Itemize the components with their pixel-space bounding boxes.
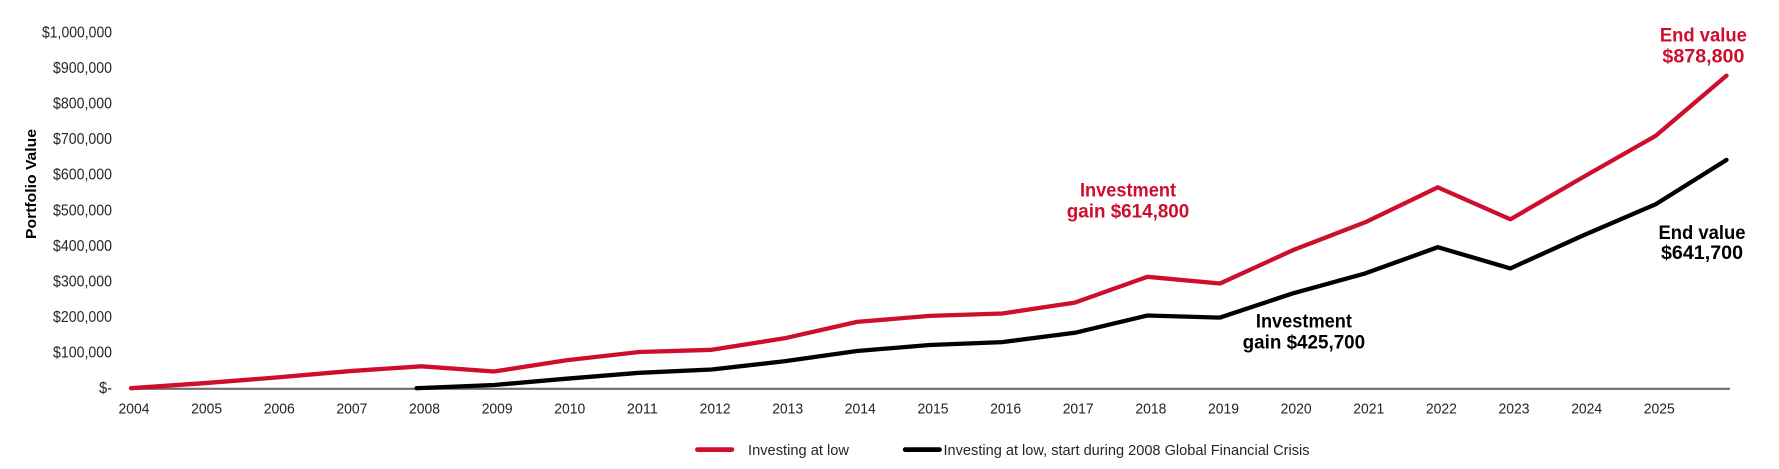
svg-text:$700,000: $700,000 (53, 131, 112, 148)
svg-text:$800,000: $800,000 (53, 96, 112, 113)
svg-text:2005: 2005 (191, 401, 222, 418)
svg-text:$200,000: $200,000 (53, 309, 112, 326)
svg-text:2021: 2021 (1353, 401, 1384, 418)
svg-text:$900,000: $900,000 (53, 60, 112, 77)
svg-text:2009: 2009 (482, 401, 513, 418)
svg-text:2010: 2010 (554, 401, 585, 418)
svg-text:2022: 2022 (1426, 401, 1457, 418)
svg-text:2013: 2013 (772, 401, 803, 418)
svg-text:Investing at low, start during: Investing at low, start during 2008 Glob… (944, 442, 1310, 459)
svg-text:2006: 2006 (264, 401, 295, 418)
svg-text:2008: 2008 (409, 401, 440, 418)
svg-text:$300,000: $300,000 (53, 273, 112, 290)
svg-text:$1,000,000: $1,000,000 (42, 25, 112, 42)
svg-text:$-: $- (99, 380, 112, 397)
svg-text:2020: 2020 (1281, 401, 1312, 418)
svg-text:2023: 2023 (1499, 401, 1530, 418)
svg-text:2017: 2017 (1063, 401, 1094, 418)
svg-text:$100,000: $100,000 (53, 345, 112, 362)
svg-text:Investment: Investment (1256, 312, 1353, 333)
svg-text:2004: 2004 (119, 401, 150, 418)
svg-text:2007: 2007 (336, 401, 367, 418)
svg-text:$500,000: $500,000 (53, 202, 112, 219)
svg-text:2012: 2012 (700, 401, 731, 418)
svg-text:$400,000: $400,000 (53, 238, 112, 255)
svg-text:2014: 2014 (845, 401, 876, 418)
svg-text:2015: 2015 (918, 401, 949, 418)
svg-text:End value: End value (1660, 26, 1747, 47)
svg-text:$878,800: $878,800 (1662, 47, 1744, 68)
svg-text:Investment: Investment (1080, 181, 1177, 202)
svg-text:2011: 2011 (627, 401, 658, 418)
svg-text:Investing at low: Investing at low (748, 442, 849, 459)
svg-text:End value: End value (1659, 223, 1746, 244)
svg-text:gain $425,700: gain $425,700 (1243, 333, 1366, 354)
svg-text:Portfolio Value: Portfolio Value (23, 129, 40, 239)
svg-text:2019: 2019 (1208, 401, 1239, 418)
svg-text:2018: 2018 (1135, 401, 1166, 418)
svg-text:$641,700: $641,700 (1661, 243, 1743, 264)
svg-text:gain $614,800: gain $614,800 (1067, 202, 1190, 223)
svg-text:2016: 2016 (990, 401, 1021, 418)
svg-text:$600,000: $600,000 (53, 167, 112, 184)
svg-text:2024: 2024 (1571, 401, 1602, 418)
svg-text:2025: 2025 (1644, 401, 1675, 418)
